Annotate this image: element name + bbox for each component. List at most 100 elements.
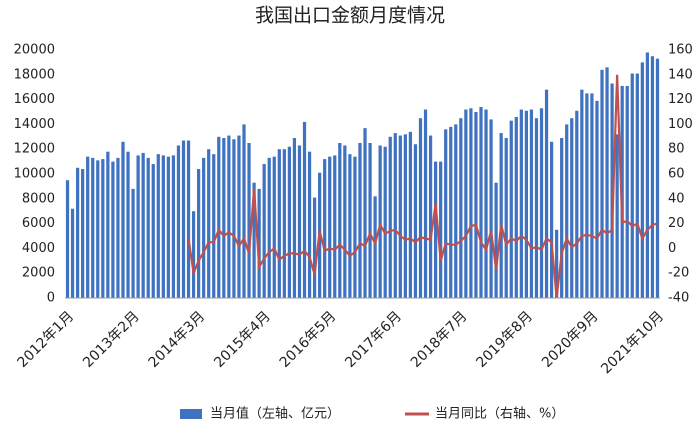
x-tick-label: 2013年2月 [80, 308, 143, 371]
y2-tick-label: 40 [668, 191, 685, 206]
bar [504, 138, 508, 298]
bar [600, 69, 604, 298]
bar [267, 157, 271, 298]
bar [343, 145, 347, 298]
bar [640, 62, 644, 299]
bar [101, 159, 105, 298]
x-tick-label: 2012年1月 [15, 308, 78, 371]
bar [338, 143, 342, 298]
y2-tick-label: -20 [668, 266, 689, 281]
bar [378, 145, 382, 298]
bar [418, 118, 423, 298]
bar [358, 143, 362, 298]
bar [449, 126, 453, 298]
bar [323, 159, 327, 298]
bar [242, 124, 246, 299]
x-tick-label: 2017年6月 [342, 308, 405, 371]
y2-tick-label: 80 [668, 142, 685, 157]
x-tick-label: 2020年9月 [539, 308, 602, 371]
bar [459, 118, 463, 298]
bar [161, 155, 165, 298]
bar [514, 116, 518, 299]
y-tick-label: 18000 [14, 67, 55, 82]
bar [560, 138, 564, 298]
bar [156, 154, 160, 298]
bar [222, 138, 226, 298]
bar [474, 112, 478, 298]
y2-tick-label: 60 [668, 167, 685, 182]
bar [363, 128, 367, 298]
bar [202, 157, 206, 298]
bar [348, 154, 352, 298]
x-tick-label: 2019年8月 [473, 308, 536, 371]
bar [544, 89, 549, 299]
y-tick-label: 14000 [14, 117, 55, 132]
bar [630, 73, 634, 298]
bar [575, 110, 579, 298]
legend-label: 当月同比（右轴、%） [435, 407, 564, 422]
bar [91, 157, 95, 298]
bar [383, 146, 387, 298]
bar [96, 160, 100, 298]
bar [247, 143, 251, 298]
y-tick-label: 2000 [22, 266, 55, 281]
bar [524, 110, 528, 298]
y2-tick-label: 140 [668, 67, 693, 82]
bar [590, 93, 594, 299]
x-tick-label: 2015年4月 [211, 308, 274, 371]
bar [197, 169, 201, 298]
y-tick-label: 20000 [14, 43, 55, 58]
bar [217, 136, 221, 298]
y-tick-label: 0 [47, 291, 55, 306]
bar [499, 133, 503, 298]
bar [126, 151, 130, 298]
y-tick-label: 10000 [14, 167, 55, 182]
bar [464, 109, 468, 299]
bar [509, 120, 513, 299]
bar [565, 124, 569, 299]
bar [121, 141, 125, 298]
bar [86, 156, 90, 298]
bar [176, 145, 181, 298]
bar [237, 135, 241, 298]
x-tick-label: 2014年3月 [146, 308, 209, 371]
bar [489, 119, 493, 298]
bar [131, 188, 135, 298]
bar [191, 211, 196, 298]
bar [302, 121, 307, 298]
bar [439, 161, 443, 298]
bar [297, 145, 302, 298]
x-tick-label: 2021年10月 [598, 308, 667, 377]
bar [519, 109, 523, 299]
bar [479, 107, 483, 298]
bar [454, 124, 458, 299]
bar [106, 151, 110, 298]
bar [287, 146, 291, 298]
bar [534, 118, 539, 298]
bar [444, 129, 448, 298]
bar [539, 108, 544, 298]
bar [393, 133, 397, 298]
bar [494, 182, 498, 298]
bar [413, 144, 418, 298]
bar [388, 136, 392, 298]
y2-tick-label: 0 [668, 241, 676, 256]
y-tick-label: 4000 [22, 241, 55, 256]
bar [257, 188, 261, 298]
bar [277, 149, 281, 298]
bar [272, 156, 276, 298]
y2-tick-label: 120 [668, 92, 693, 107]
bar [333, 155, 337, 298]
bar [434, 161, 438, 298]
bar [469, 108, 473, 298]
bar [141, 152, 145, 298]
bar [186, 140, 191, 298]
y-tick-label: 8000 [22, 191, 55, 206]
bar [292, 138, 297, 298]
bar [408, 131, 413, 298]
bar [136, 155, 140, 298]
bar [615, 134, 619, 298]
bar [549, 141, 554, 298]
bar [635, 73, 639, 298]
bar [610, 83, 614, 298]
